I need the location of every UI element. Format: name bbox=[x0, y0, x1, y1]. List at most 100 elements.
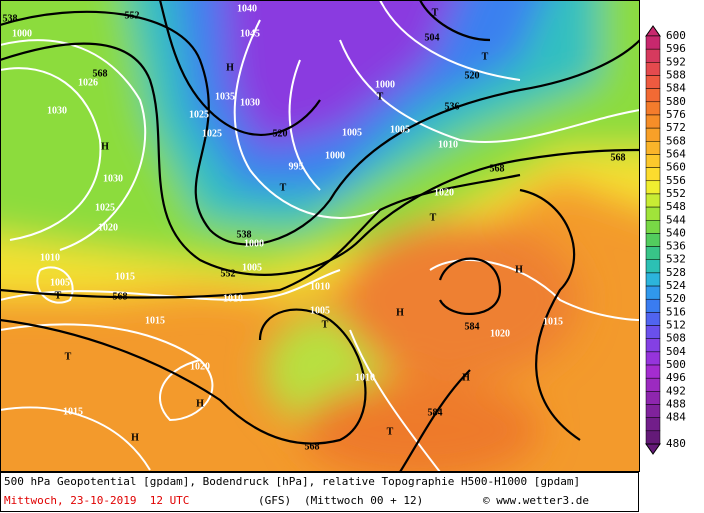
colorbar-label: 552 bbox=[666, 187, 686, 200]
colorbar-label: 556 bbox=[666, 174, 686, 187]
contour-label: 1010 bbox=[40, 252, 60, 263]
colorbar-swatch bbox=[645, 391, 661, 405]
contour-label: 1005 bbox=[390, 124, 410, 135]
contour-label: 552 bbox=[221, 268, 236, 279]
pressure-center: T bbox=[55, 290, 62, 301]
contour-label: 1030 bbox=[240, 97, 260, 108]
colorbar-label: 580 bbox=[666, 95, 686, 108]
colorbar-swatch bbox=[645, 246, 661, 260]
pressure-center: H bbox=[396, 307, 404, 318]
contour-label: 1020 bbox=[490, 328, 510, 339]
pressure-center: T bbox=[430, 212, 437, 223]
colorbar-label: 524 bbox=[666, 279, 686, 292]
colorbar-swatch bbox=[645, 404, 661, 418]
contour-label: 995 bbox=[289, 161, 304, 172]
contour-label: 1020 bbox=[98, 222, 118, 233]
contour-label: 1015 bbox=[115, 271, 135, 282]
colorbar-swatch bbox=[645, 233, 661, 247]
colorbar-label: 568 bbox=[666, 134, 686, 147]
contour-label: 538 bbox=[237, 229, 252, 240]
colorbar-swatch bbox=[645, 180, 661, 195]
pressure-center: H bbox=[131, 432, 139, 443]
colorbar-label: 536 bbox=[666, 240, 686, 253]
colorbar-swatch bbox=[645, 88, 661, 103]
footer-box bbox=[0, 472, 639, 512]
contour-label: 1026 bbox=[78, 77, 98, 88]
colorbar-swatch bbox=[645, 417, 661, 432]
colorbar-label: 488 bbox=[666, 398, 686, 411]
contour-label: 1010 bbox=[438, 139, 458, 150]
colorbar-swatch bbox=[645, 259, 661, 274]
contour-label: 1040 bbox=[237, 3, 257, 14]
contour-label: 1000 bbox=[325, 150, 345, 161]
colorbar-label: 596 bbox=[666, 42, 686, 55]
contour-label: 1025 bbox=[202, 128, 222, 139]
colorbar-label: 548 bbox=[666, 200, 686, 213]
contour-label: 1030 bbox=[47, 105, 67, 116]
colorbar-swatch bbox=[645, 312, 661, 326]
contour-label: 520 bbox=[273, 128, 288, 139]
contour-label: 1045 bbox=[240, 28, 260, 39]
contour-label: 1010 bbox=[223, 293, 243, 304]
contour-label: 1010 bbox=[355, 372, 375, 383]
contour-label: 1010 bbox=[310, 281, 330, 292]
pressure-center: H bbox=[515, 264, 523, 275]
contour-label: 1005 bbox=[242, 262, 262, 273]
colorbar-label: 504 bbox=[666, 345, 686, 358]
colorbar-label: 600 bbox=[666, 29, 686, 42]
contour-label: 584 bbox=[428, 407, 443, 418]
colorbar-swatch bbox=[645, 141, 661, 155]
contour-label: 504 bbox=[425, 32, 440, 43]
colorbar-swatch bbox=[645, 364, 661, 379]
colorbar-swatch bbox=[645, 193, 661, 208]
colorbar-swatch bbox=[645, 377, 661, 392]
contour-label: 1015 bbox=[63, 406, 83, 417]
contour-label: 1005 bbox=[342, 127, 362, 138]
colorbar-swatch bbox=[645, 35, 661, 50]
colorbar-label: 592 bbox=[666, 55, 686, 68]
map-frame bbox=[0, 0, 640, 472]
colorbar-swatch bbox=[645, 101, 661, 116]
footer-run: (Mittwoch 00 + 12) bbox=[304, 494, 423, 507]
colorbar-label: 560 bbox=[666, 161, 686, 174]
contour-label: 568 bbox=[611, 152, 626, 163]
pressure-center: H bbox=[196, 398, 204, 409]
contour-label: 1020 bbox=[434, 187, 454, 198]
colorbar-label: 500 bbox=[666, 358, 686, 371]
contour-label: 1020 bbox=[190, 361, 210, 372]
contour-label: 568 bbox=[113, 291, 128, 302]
colorbar-swatch bbox=[645, 167, 661, 182]
colorbar-swatch bbox=[645, 62, 661, 76]
colorbar-swatch bbox=[645, 48, 661, 63]
colorbar-swatch bbox=[645, 351, 661, 366]
colorbar-label: 576 bbox=[666, 108, 686, 121]
colorbar-label: 480 bbox=[666, 437, 686, 450]
geopotential-contours bbox=[0, 0, 640, 472]
colorbar-label: 520 bbox=[666, 292, 686, 305]
contour-label: 568 bbox=[490, 163, 505, 174]
colorbar-swatch bbox=[645, 154, 661, 168]
colorbar-label: 532 bbox=[666, 253, 686, 266]
footer-description: 500 hPa Geopotential [gpdam], Bodendruck… bbox=[4, 475, 580, 488]
colorbar-label: 540 bbox=[666, 226, 686, 239]
colorbar-swatch bbox=[645, 114, 661, 129]
colorbar-label: 512 bbox=[666, 319, 686, 332]
pressure-center: T bbox=[377, 91, 384, 102]
colorbar-label: 484 bbox=[666, 411, 686, 424]
footer-copyright: © www.wetter3.de bbox=[483, 494, 589, 507]
colorbar-swatch bbox=[645, 338, 661, 353]
colorbar-label: 588 bbox=[666, 68, 686, 81]
colorbar-arrow bbox=[645, 443, 661, 455]
pressure-center: T bbox=[432, 7, 439, 18]
colorbar-label: 584 bbox=[666, 82, 686, 95]
colorbar-label: 564 bbox=[666, 147, 686, 160]
contour-label: 1025 bbox=[189, 109, 209, 120]
contour-label: 1030 bbox=[103, 173, 123, 184]
contour-label: 1000 bbox=[12, 28, 32, 39]
pressure-center: H bbox=[101, 141, 109, 152]
colorbar-swatch bbox=[645, 75, 661, 89]
contour-label: 568 bbox=[305, 441, 320, 452]
pressure-center: T bbox=[482, 51, 489, 62]
footer-date: Mittwoch, 23-10-2019 12 UTC bbox=[4, 494, 189, 507]
colorbar-swatch bbox=[645, 325, 661, 339]
